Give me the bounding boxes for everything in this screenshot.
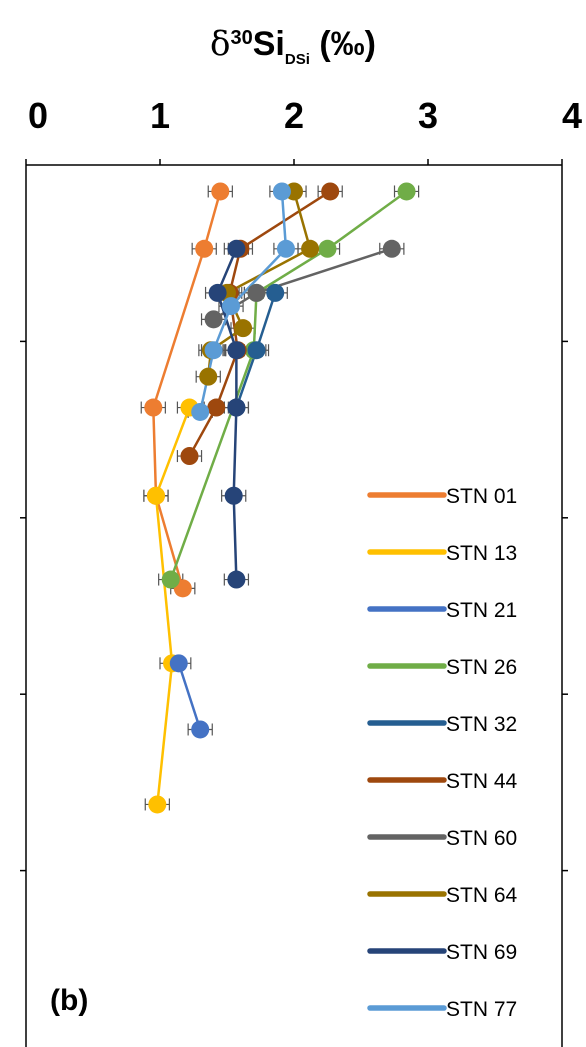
data-point-stn-69-2 [227, 341, 246, 360]
series-line-stn-44 [188, 190, 331, 457]
legend-label-stn-32: STN 32 [446, 713, 517, 736]
x-tick-label-4: 4 [562, 95, 582, 136]
x-tick-labels: 0 1 2 3 4 [28, 95, 582, 136]
series-line-stn-13 [154, 407, 191, 805]
data-point-stn-32-1 [247, 341, 266, 360]
data-point-stn-64-3 [234, 319, 253, 338]
data-point-stn-69-0 [227, 239, 246, 258]
x-tick-label-1: 1 [150, 95, 170, 136]
data-point-stn-69-5 [227, 570, 246, 589]
data-point-stn-60-2 [204, 310, 223, 329]
data-point-stn-01-1 [195, 239, 214, 258]
x-tick-label-3: 3 [418, 95, 438, 136]
legend-label-stn-60: STN 60 [446, 827, 517, 850]
series-lines [152, 190, 408, 805]
data-point-stn-77-3 [204, 341, 223, 360]
data-point-stn-64-5 [199, 367, 218, 386]
legend-label-stn-01: STN 01 [446, 485, 517, 508]
data-point-stn-77-1 [276, 239, 295, 258]
data-point-stn-69-3 [227, 398, 246, 417]
data-point-stn-60-1 [247, 283, 266, 302]
legend-label-stn-69: STN 69 [446, 941, 517, 964]
data-point-stn-26-1 [318, 239, 337, 258]
legend-label-stn-13: STN 13 [446, 542, 517, 565]
data-point-stn-69-4 [224, 486, 243, 505]
data-point-stn-69-1 [208, 283, 227, 302]
plot-axes [20, 159, 568, 1047]
legend-label-stn-44: STN 44 [446, 770, 518, 793]
series-line-stn-21 [177, 662, 202, 730]
legend-label-stn-64: STN 64 [446, 884, 518, 907]
data-point-stn-44-0 [321, 182, 340, 201]
data-point-stn-13-3 [148, 795, 167, 814]
data-point-stn-13-1 [146, 486, 165, 505]
legend: STN 01 STN 13 STN 21 STN 26 STN 32 STN 44 STN … [367, 485, 518, 1021]
data-point-stn-26-0 [397, 182, 416, 201]
data-point-stn-44-5 [180, 447, 199, 466]
legend-label-stn-26: STN 26 [446, 656, 517, 679]
x-axis-title: δ30SiDSi (‰) [210, 24, 376, 68]
data-point-stn-60-0 [382, 239, 401, 258]
x-tick-label-2: 2 [284, 95, 304, 136]
legend-label-stn-21: STN 21 [446, 599, 517, 622]
legend-label-stn-77: STN 77 [446, 998, 517, 1021]
data-point-stn-01-0 [211, 182, 230, 201]
series-markers [144, 182, 416, 814]
data-point-stn-21-1 [191, 720, 210, 739]
data-point-stn-21-0 [169, 654, 188, 673]
series-line-stn-60 [212, 247, 393, 321]
data-point-stn-32-0 [266, 283, 285, 302]
data-point-stn-77-2 [222, 297, 241, 316]
data-point-stn-44-4 [207, 398, 226, 417]
data-point-stn-26-4 [161, 570, 180, 589]
panel-label: (b) [50, 984, 88, 1017]
x-tick-label-0: 0 [28, 95, 48, 136]
data-point-stn-01-2 [144, 398, 163, 417]
data-point-stn-77-0 [272, 182, 291, 201]
data-point-stn-64-1 [301, 239, 320, 258]
data-point-stn-77-4 [191, 402, 210, 421]
